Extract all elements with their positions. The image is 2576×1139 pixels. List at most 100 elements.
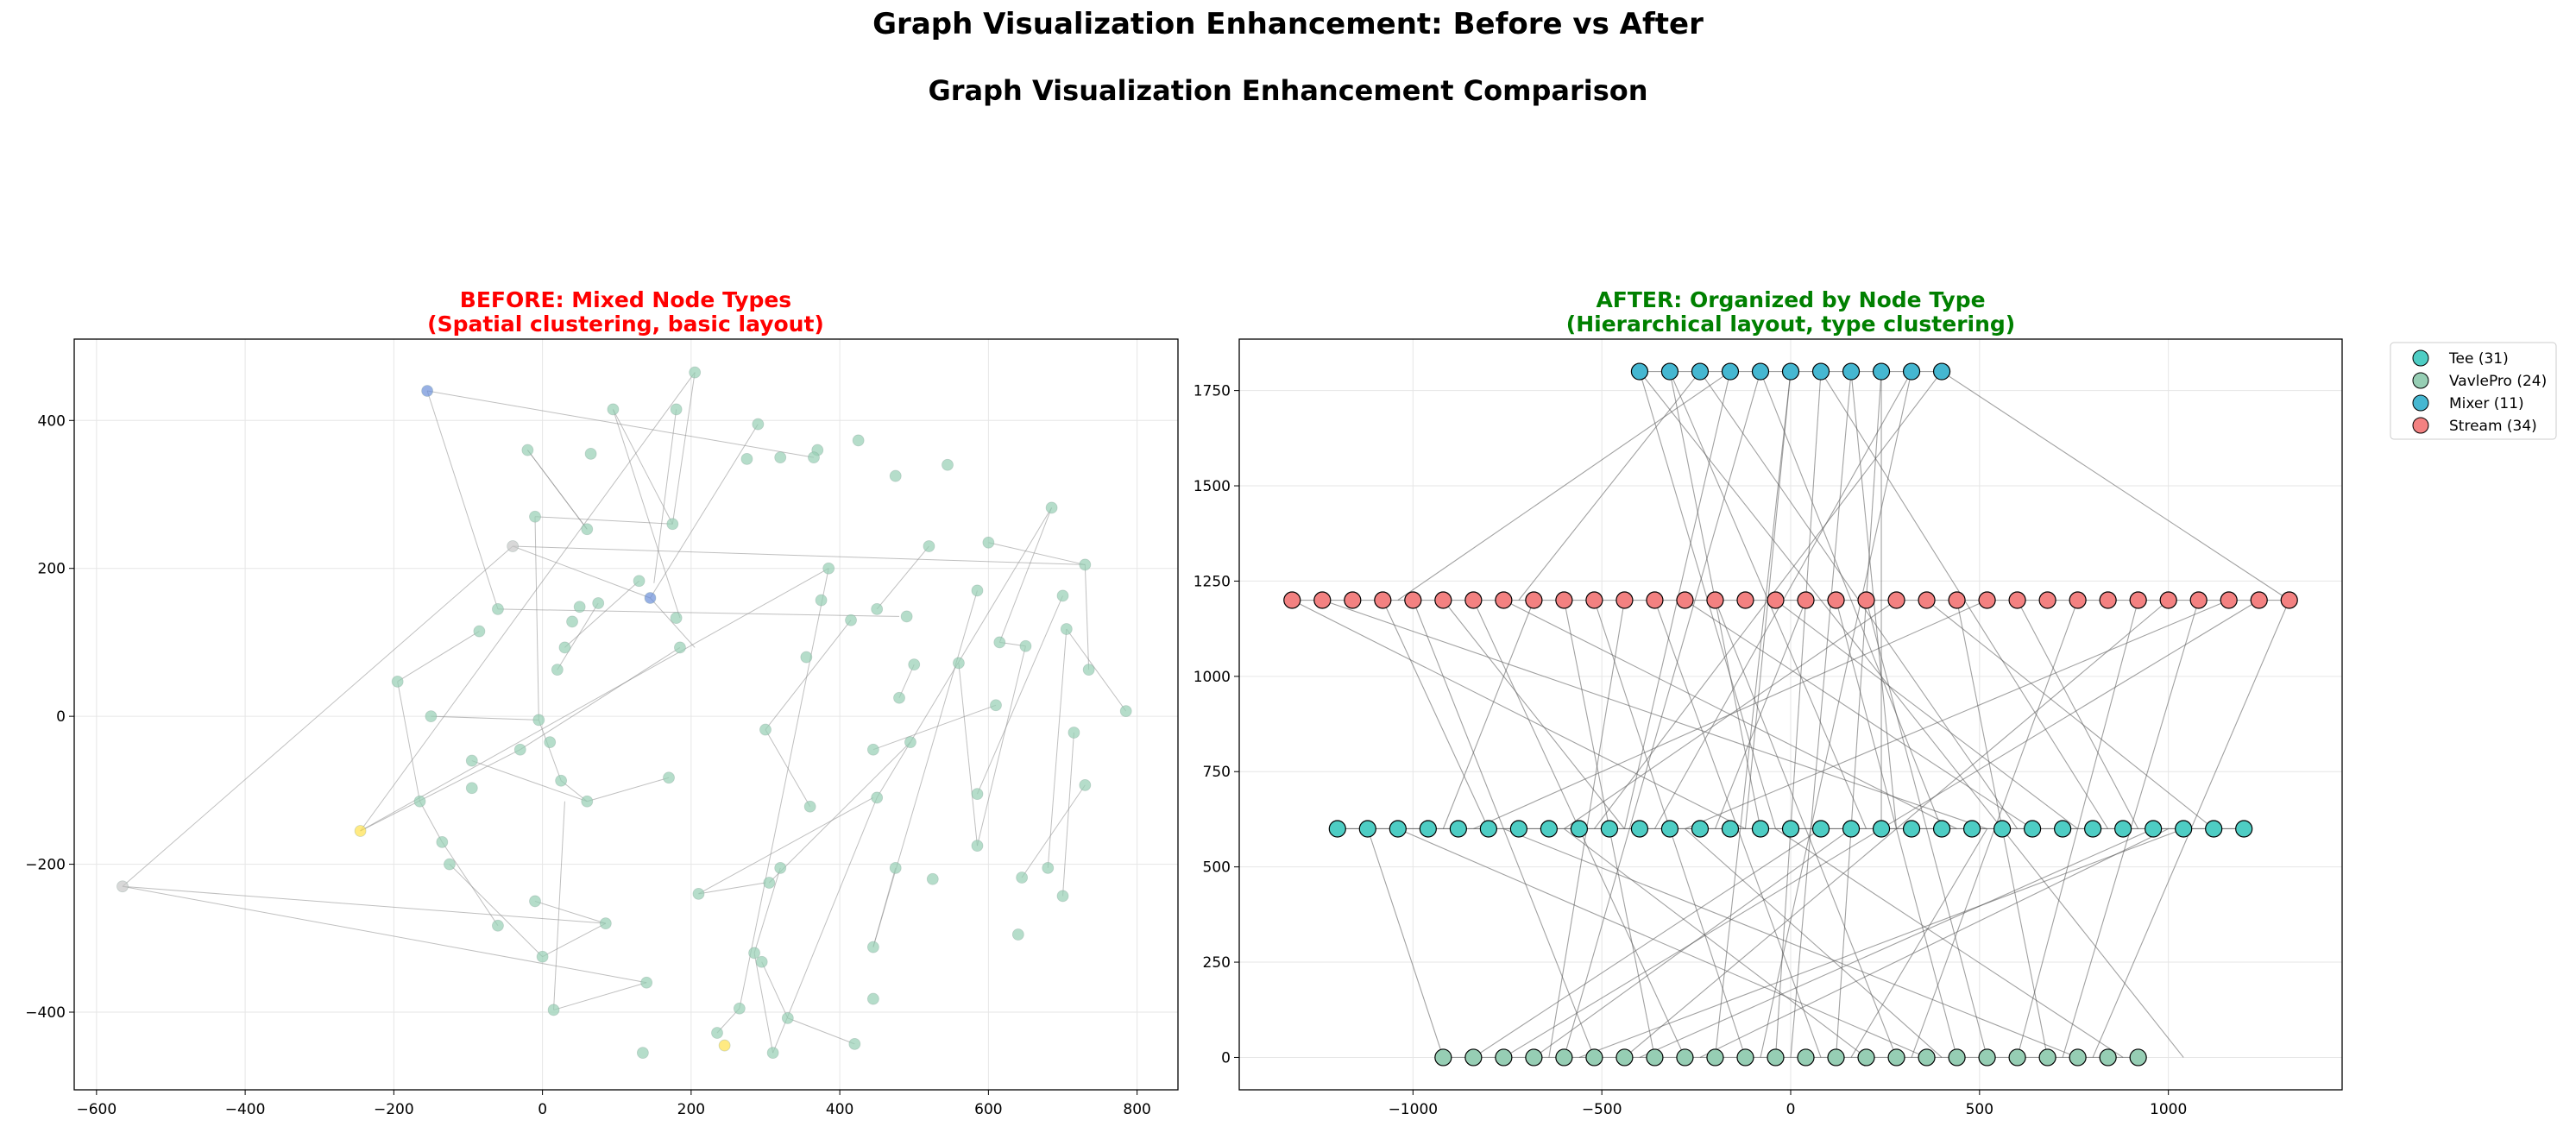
before-node [990,699,1002,712]
before-edge [650,597,696,648]
before-edge [898,664,915,698]
before-node [544,736,557,749]
after-xtick-label: −500 [1582,1101,1622,1118]
before-edge [360,372,696,832]
before-edge [360,749,520,832]
before-node [781,1011,794,1024]
before-node [1060,623,1073,635]
after-grid [1239,339,2342,1090]
before-node [766,1047,779,1060]
before-node [689,366,702,379]
after-node-stream [1676,591,1694,609]
before-node [971,788,984,801]
after-ytick-label: 500 [1203,859,1231,877]
before-node [871,602,884,615]
after-edge [1760,371,1912,1058]
before-edge [698,882,766,895]
before-edge [650,424,759,599]
before-node [599,917,612,930]
after-node-vavlepro [1434,1048,1452,1067]
after-node-stream [2220,591,2238,609]
after-node-mixer [1902,362,1921,381]
after-edge [1382,600,1490,829]
before-grid [74,339,1178,1090]
after-edge [1685,828,1943,1058]
before-edge [998,507,1053,643]
after-node-vavlepro [1676,1048,1694,1067]
after-edge [1639,828,2154,1058]
before-edge [557,602,599,670]
after-edge [1518,371,1701,601]
before-node [900,610,913,623]
after-node-stream [2069,591,2087,609]
before-edge [534,516,539,721]
before-ytick-label: −200 [25,857,66,874]
after-node-mixer [1751,362,1770,381]
after-node-tee [1600,820,1619,838]
after-node-mixer [1842,362,1861,381]
after-node-stream [2038,591,2056,609]
after-node-tee [1540,820,1558,838]
legend-label-tee: Tee (31) [2448,350,2509,368]
after-edge [1503,828,2078,1058]
before-node [803,800,816,813]
after-node-tee [1660,820,1679,838]
before-edge [360,568,829,832]
before-node [465,754,478,767]
after-ytick-label: 1000 [1194,669,1231,686]
legend-label-mixer: Mixer (11) [2449,395,2524,412]
after-edge [1397,371,1731,601]
before-edge [419,801,443,843]
after-title-line1: AFTER: Organized by Node Type [1596,287,1985,312]
before-xtick-label: 800 [1123,1101,1150,1118]
before-node [444,858,456,871]
after-node-stream [2189,591,2208,609]
before-node [866,743,879,756]
after-node-stream [2129,591,2147,609]
after-xtick-label: 1000 [2150,1101,2187,1118]
after-node-stream [2099,591,2117,609]
after-node-tee [1902,820,1921,838]
after-node-mixer [1660,362,1679,381]
after-edge [1564,828,1867,1058]
after-node-tee [2235,820,2253,838]
after-edge [1775,828,2124,1058]
after-node-tee [1630,820,1649,838]
before-node [711,1027,723,1039]
after-node-vavlepro [2099,1048,2117,1067]
before-node [800,651,813,664]
before-node [607,403,620,416]
legend-marker-mixer [2412,394,2429,412]
before-node [1119,705,1132,718]
after-edge [1578,828,2184,1058]
after-edge [1685,600,2033,829]
after-node-vavlepro [1918,1048,1936,1067]
after-edge [1322,599,1987,830]
before-node [763,877,776,889]
before-edge [772,797,878,1054]
before-node [644,592,657,604]
after-edge [1442,600,1534,829]
before-edge [872,867,897,947]
legend-label-stream: Stream (34) [2449,418,2537,435]
after-node-tee [2145,820,2163,838]
before-node [1056,589,1069,602]
after-node-tee [2114,820,2132,838]
after-edge [1790,371,1852,1058]
after-node-tee [1993,820,2012,838]
before-edge [1066,628,1127,712]
before-xtick-label: −600 [76,1101,117,1118]
after-node-vavlepro [2038,1048,2056,1067]
legend-marker-stream [2412,417,2429,434]
after-node-tee [2175,820,2193,838]
before-edge [553,982,647,1010]
after-ytick-label: 1250 [1194,573,1231,590]
before-node [848,1037,861,1050]
before-edge [698,796,874,895]
legend-label-vavlepro: VavlePro (24) [2449,373,2547,390]
before-node [573,601,586,614]
before-edge [122,885,606,924]
after-edge [1292,600,1746,829]
before-node [636,1047,649,1060]
after-ticks: −1000 −500 0 500 1000 0 250 500 750 1000 1250 1500 1… [1194,383,2188,1118]
